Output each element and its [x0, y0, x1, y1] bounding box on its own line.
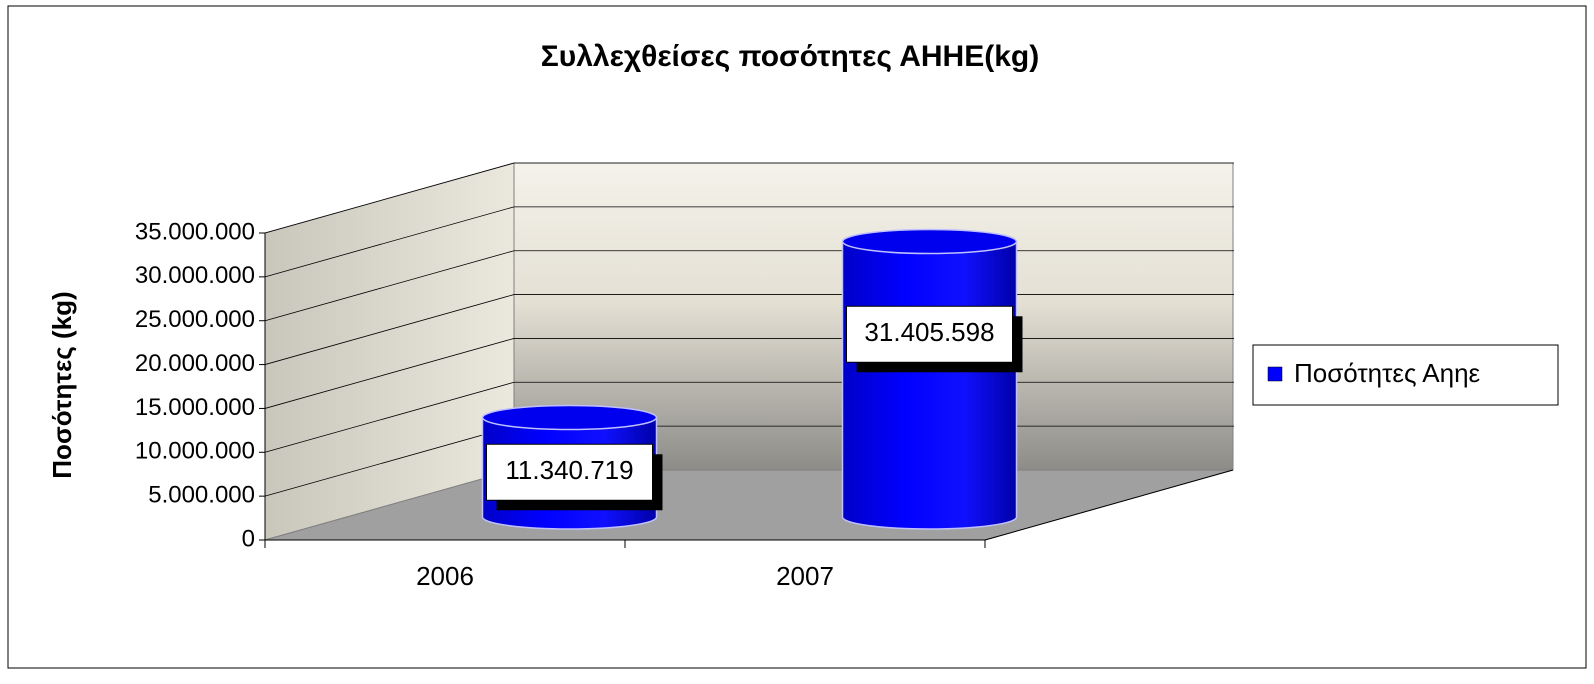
y-tick-label: 0	[242, 525, 255, 552]
value-label-box	[486, 443, 653, 501]
bar-top	[481, 404, 658, 431]
y-axis-label: Ποσότητες (kg)	[47, 291, 77, 478]
grid-line	[264, 294, 515, 365]
floor-edge	[984, 469, 1234, 541]
value-label: 11.340.719	[505, 455, 633, 485]
y-tick-label: 30.000.000	[135, 262, 255, 289]
y-tick-label: 25.000.000	[135, 306, 255, 333]
legend	[1252, 344, 1559, 406]
grid-line	[264, 381, 515, 453]
value-label-box	[846, 305, 1013, 363]
x-tick-label: 2006	[416, 561, 474, 591]
legend-swatch	[1267, 366, 1283, 382]
bar	[841, 240, 1018, 530]
y-tick-label: 5.000.000	[148, 481, 255, 508]
grid-line	[264, 425, 515, 497]
legend-label: Ποσότητες Αηηε	[1294, 358, 1481, 388]
bar-top	[841, 228, 1018, 255]
value-label: 31.405.598	[864, 317, 994, 347]
y-tick-label: 10.000.000	[135, 438, 255, 465]
grid-line	[264, 206, 515, 278]
chart-title: Συλλεχθείσες ποσότητες ΑΗΗΕ(kg)	[541, 40, 1039, 73]
grid-line	[264, 250, 515, 322]
y-tick-label: 20.000.000	[135, 350, 255, 377]
y-tick-label: 15.000.000	[135, 394, 255, 421]
grid-line	[264, 162, 515, 234]
y-tick-label: 35.000.000	[135, 218, 255, 245]
x-tick-label: 2007	[776, 561, 834, 591]
grid-line	[264, 338, 515, 409]
